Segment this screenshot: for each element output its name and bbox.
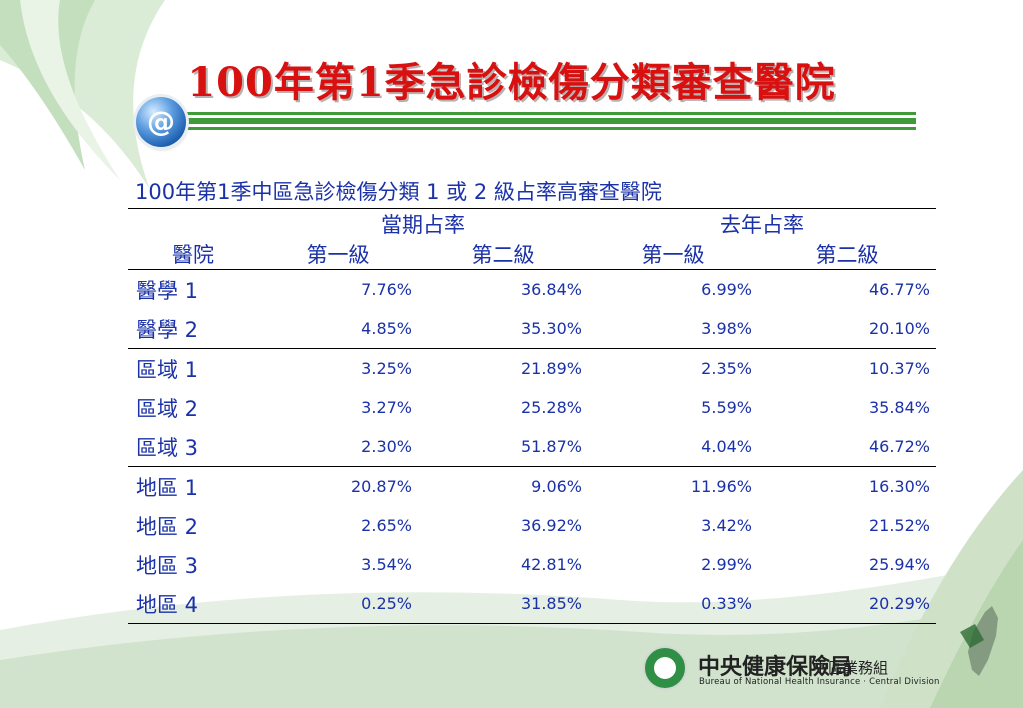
hospital-name: 區域 1	[136, 357, 199, 382]
hospital-name: 地區 1	[136, 475, 199, 500]
current-level2-value: 25.28%	[520, 398, 582, 417]
column-header-previous-level2: 第二級	[758, 239, 936, 270]
current-level2-value: 36.84%	[520, 280, 582, 299]
table-row: 醫學 1 7.76% 36.84% 6.99% 46.77%	[128, 270, 936, 310]
title-divider-top	[186, 112, 916, 115]
previous-level1-value: 2.35%	[701, 359, 752, 378]
group-header-current: 當期占率	[381, 213, 465, 237]
current-level1-value: 2.65%	[361, 516, 412, 535]
previous-level1-value: 4.04%	[588, 427, 758, 467]
current-level1-value: 20.87%	[350, 477, 412, 496]
current-level2-value: 21.89%	[520, 359, 582, 378]
previous-level2-value: 46.72%	[758, 427, 936, 467]
table-row: 地區 1 20.87% 9.06% 11.96% 16.30%	[128, 467, 936, 507]
previous-level2-value: 46.77%	[868, 280, 930, 299]
logo-division-name: 中區業務組	[813, 659, 889, 677]
current-level1-value: 4.85%	[258, 309, 418, 349]
hospital-name: 地區 2	[136, 514, 199, 539]
title-divider-bottom	[186, 127, 916, 130]
current-level2-value: 31.85%	[418, 584, 588, 624]
logo-agency-name: 中央健康保險局	[698, 655, 853, 680]
previous-level1-value: 6.99%	[701, 280, 752, 299]
current-level1-value: 2.30%	[258, 427, 418, 467]
table-row: 區域 1 3.25% 21.89% 2.35% 10.37%	[128, 349, 936, 389]
hospital-name: 地區 3	[136, 553, 199, 578]
previous-level2-value: 20.29%	[758, 584, 936, 624]
current-level2-value: 9.06%	[531, 477, 582, 496]
hospital-name: 區域 3	[128, 427, 258, 467]
current-level2-value: 36.92%	[520, 516, 582, 535]
previous-level2-value: 35.84%	[868, 398, 930, 417]
hospital-name: 醫學 1	[136, 278, 199, 303]
previous-level1-value: 11.96%	[690, 477, 752, 496]
current-level2-value: 51.87%	[418, 427, 588, 467]
previous-level2-value: 20.10%	[758, 309, 936, 349]
slide-title: 100年第1季急診檢傷分類審查醫院	[187, 59, 836, 106]
current-level1-value: 3.27%	[361, 398, 412, 417]
current-level1-value: 7.76%	[361, 280, 412, 299]
nhi-emblem-icon	[643, 646, 687, 690]
previous-level1-value: 3.98%	[588, 309, 758, 349]
hospital-triage-table: 當期占率 去年占率 醫院 第一級 第二級 第一級 第二級 醫學 1 7.76% …	[128, 208, 936, 624]
table-row: 地區 3 3.54% 42.81% 2.99% 25.94%	[128, 545, 936, 584]
table-row: 區域 2 3.27% 25.28% 5.59% 35.84%	[128, 388, 936, 427]
column-header-hospital: 醫院	[128, 239, 258, 270]
previous-level2-value: 21.52%	[868, 516, 930, 535]
hospital-name: 區域 2	[136, 396, 199, 421]
at-symbol-icon: @	[136, 97, 186, 147]
hospital-name: 地區 4	[128, 584, 258, 624]
table-caption: 100年第1季中區急診檢傷分類 1 或 2 級占率高審查醫院	[135, 180, 662, 204]
column-header-current-level2: 第二級	[418, 239, 588, 270]
column-header-previous-level1: 第一級	[588, 239, 758, 270]
previous-level1-value: 0.33%	[588, 584, 758, 624]
current-level2-value: 42.81%	[520, 555, 582, 574]
current-level1-value: 0.25%	[258, 584, 418, 624]
previous-level1-value: 5.59%	[701, 398, 752, 417]
current-level2-value: 35.30%	[418, 309, 588, 349]
table-row: 地區 4 0.25% 31.85% 0.33% 20.29%	[128, 584, 936, 624]
logo-english-name: Bureau of National Health Insurance · Ce…	[699, 677, 940, 687]
header-blank	[128, 209, 258, 240]
current-level1-value: 3.25%	[361, 359, 412, 378]
previous-level2-value: 10.37%	[868, 359, 930, 378]
current-level1-value: 3.54%	[361, 555, 412, 574]
hospital-name: 醫學 2	[128, 309, 258, 349]
table-row: 地區 2 2.65% 36.92% 3.42% 21.52%	[128, 506, 936, 545]
previous-level1-value: 3.42%	[701, 516, 752, 535]
previous-level2-value: 25.94%	[868, 555, 930, 574]
table-row: 區域 3 2.30% 51.87% 4.04% 46.72%	[128, 427, 936, 467]
group-header-previous: 去年占率	[720, 213, 804, 237]
column-header-current-level1: 第一級	[258, 239, 418, 270]
previous-level2-value: 16.30%	[868, 477, 930, 496]
table-row: 醫學 2 4.85% 35.30% 3.98% 20.10%	[128, 309, 936, 349]
title-divider-middle	[186, 118, 916, 124]
previous-level1-value: 2.99%	[701, 555, 752, 574]
